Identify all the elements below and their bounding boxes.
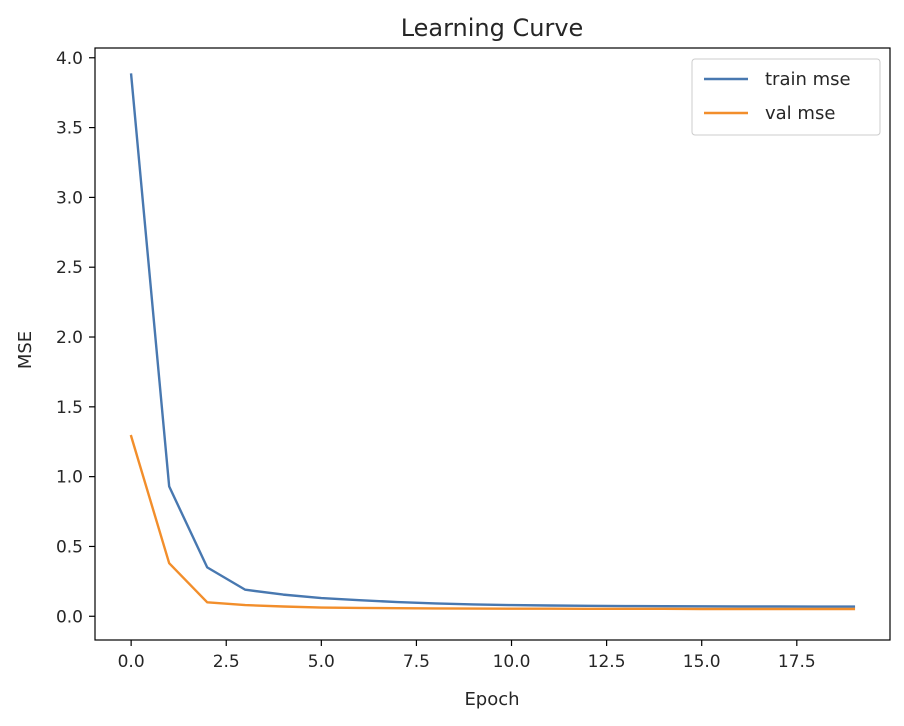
y-tick-label: 3.5	[56, 119, 83, 139]
x-tick-label: 15.0	[683, 652, 721, 672]
x-axis-label: Epoch	[464, 689, 519, 710]
y-axis-label: MSE	[15, 331, 36, 369]
legend: train mse val mse	[691, 58, 881, 136]
y-tick-label: 1.5	[56, 398, 83, 418]
y-tick-label: 2.5	[56, 258, 83, 278]
legend-label-train: train mse	[765, 69, 851, 90]
y-tick-label: 3.0	[56, 188, 83, 208]
x-tick-label: 5.0	[308, 652, 335, 672]
x-tick-label: 12.5	[588, 652, 626, 672]
y-tick-label: 2.0	[56, 328, 83, 348]
x-tick-label: 7.5	[403, 652, 430, 672]
chart-title: Learning Curve	[401, 14, 584, 42]
x-tick-label: 17.5	[778, 652, 816, 672]
plot-lines	[129, 73, 856, 611]
y-tick-label: 0.5	[56, 537, 83, 557]
x-tick-label: 0.0	[118, 652, 145, 672]
series-line-val-mse	[129, 434, 856, 611]
legend-label-val: val mse	[765, 103, 835, 124]
series-line-train-mse	[129, 73, 856, 608]
y-tick-label: 0.0	[56, 607, 83, 627]
y-axis: 0.0 0.5 1.0 1.5 2.0 2.5 3.0 3.5 4.0	[56, 49, 95, 627]
y-tick-label: 4.0	[56, 49, 83, 69]
x-tick-label: 2.5	[213, 652, 240, 672]
x-tick-label: 10.0	[493, 652, 531, 672]
plot-frame	[94, 47, 891, 641]
x-axis: 0.0 2.5 5.0 7.5 10.0 12.5 15.0 17.5	[118, 640, 816, 672]
y-tick-label: 1.0	[56, 468, 83, 488]
